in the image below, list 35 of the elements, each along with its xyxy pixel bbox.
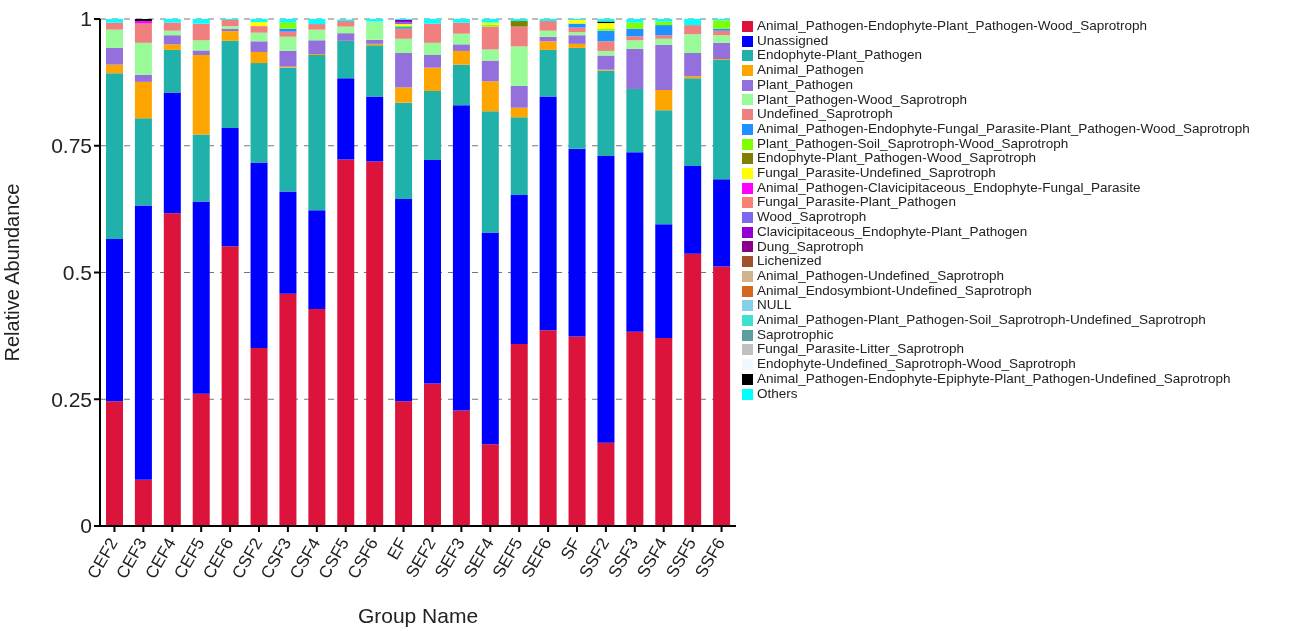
y-axis-title: Relative Abundance xyxy=(1,183,24,362)
legend-label: Endophyte-Plant_Pathogen-Wood_Saprotroph xyxy=(757,150,1036,166)
y-tick-label: 0.75 xyxy=(51,134,92,158)
legend-label: Others xyxy=(757,385,798,401)
legend-label: Endophyte-Undefined_Saprotroph-Wood_Saprotroph xyxy=(757,356,1076,372)
legend-label: Animal_Pathogen-Endophyte-Fungal_Parasite-Plant_Pathogen-Wood_Saprotroph xyxy=(757,120,1250,136)
legend-label: Fungal_Parasite-Undefined_Saprotroph xyxy=(757,165,996,181)
legend-label: Saprotrophic xyxy=(757,326,834,342)
legend-label: Animal_Pathogen-Endophyte-Epiphyte-Plant_Pathogen-Undefined_Saprotroph xyxy=(757,370,1231,386)
legend-label: Unassigned xyxy=(757,32,829,48)
legend-label: Lichenized xyxy=(757,253,822,269)
y-tick-label: 0 xyxy=(80,514,92,538)
legend-label: Animal_Pathogen-Clavicipitaceous_Endophyte-Fungal_Parasite xyxy=(757,179,1141,195)
y-tick-label: 0.5 xyxy=(62,260,92,284)
legend-label: Plant_Pathogen xyxy=(757,76,854,92)
legend-label: Animal_Pathogen-Plant_Pathogen-Soil_Saprotroph-Undefined_Saprotroph xyxy=(757,312,1206,328)
legend-label: Animal_Pathogen xyxy=(757,62,864,78)
legend-label: Fungal_Parasite-Plant_Pathogen xyxy=(757,194,956,210)
legend-label: Undefined_Saprotroph xyxy=(757,106,893,122)
legend-label: Plant_Pathogen-Wood_Saprotroph xyxy=(757,91,967,107)
legend-label: Animal_Pathogen-Endophyte-Plant_Pathogen-Wood_Saprotroph xyxy=(757,18,1148,33)
legend-label: Fungal_Parasite-Litter_Saprotroph xyxy=(757,341,965,357)
legend-label: Plant_Pathogen-Soil_Saprotroph-Wood_Saprotroph xyxy=(757,135,1069,151)
legend-label: Clavicipitaceous_Endophyte-Plant_Pathogen xyxy=(757,223,1028,239)
legend-label: Wood_Saprotroph xyxy=(757,209,867,225)
legend-label: Endophyte-Plant_Pathogen xyxy=(757,47,923,63)
legend-label: Animal_Endosymbiont-Undefined_Saprotroph xyxy=(757,282,1032,298)
legend-label: Dung_Saprotroph xyxy=(757,238,864,254)
x-tick-label: SF xyxy=(557,534,585,564)
legend-label: Animal_Pathogen-Undefined_Saprotroph xyxy=(757,267,1004,283)
legend-label: NULL xyxy=(757,297,792,313)
x-tick-label: EF xyxy=(383,534,411,564)
y-tick-label: 1 xyxy=(80,7,92,31)
y-tick-label: 0.25 xyxy=(51,387,92,411)
x-axis-title: Group Name xyxy=(357,604,479,627)
